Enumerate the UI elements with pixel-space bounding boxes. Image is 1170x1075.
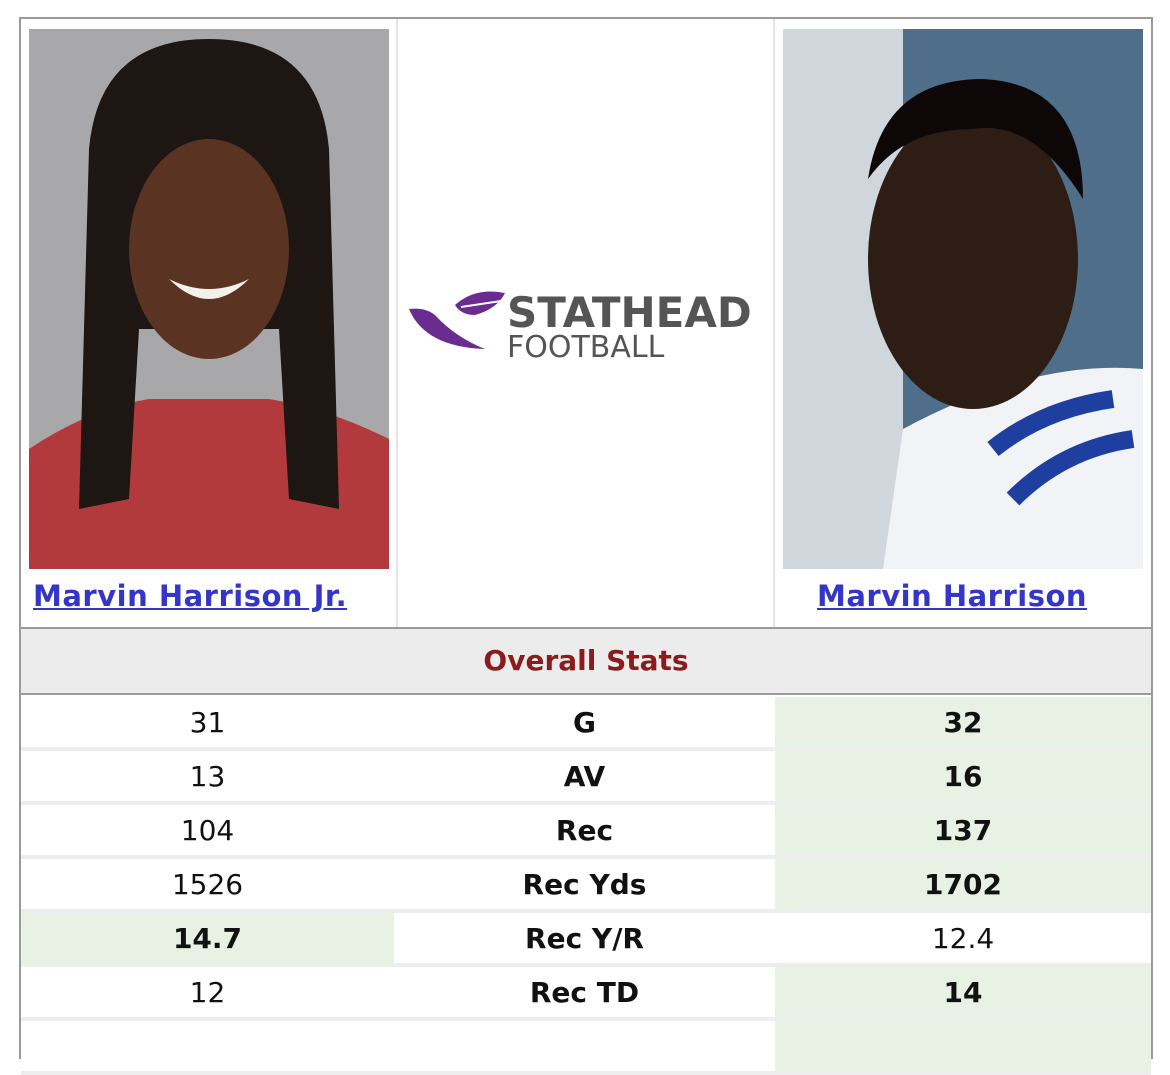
stat-value: 32 (775, 697, 1151, 747)
stat-value: 14.7 (21, 913, 394, 963)
stat-value: 137 (775, 805, 1151, 855)
stat-cell (21, 1021, 394, 1071)
stat-value: 104 (21, 805, 394, 855)
section-header: Overall Stats (21, 627, 1151, 695)
player-link[interactable]: Marvin Harrison (817, 579, 1088, 613)
stat-value: 1702 (775, 859, 1151, 909)
column-divider (773, 19, 775, 627)
stat-value: 14 (775, 967, 1151, 1017)
stat-label: G (398, 697, 771, 747)
row-divider (21, 855, 1151, 859)
column-divider (396, 19, 398, 627)
stat-value: 12.4 (775, 913, 1151, 963)
stat-value: 12 (21, 967, 394, 1017)
stat-label: Rec (398, 805, 771, 855)
player-photo (29, 29, 389, 569)
row-divider (21, 1017, 1151, 1021)
row-divider (21, 963, 1151, 967)
stat-label: AV (398, 751, 771, 801)
stat-value: 1526 (21, 859, 394, 909)
comparison-table: Marvin Harrison Jr. STATHEAD FOOTBALL Ma… (19, 17, 1153, 1075)
row-divider (21, 801, 1151, 805)
row-divider (21, 747, 1151, 751)
logo-text: STATHEAD (507, 288, 752, 337)
stat-label: Rec Y/R (398, 913, 771, 963)
stathead-logo: STATHEAD FOOTBALL (409, 288, 752, 363)
row-divider (21, 909, 1151, 913)
row-divider (21, 1071, 1151, 1075)
stat-value: 13 (21, 751, 394, 801)
stat-value: 16 (775, 751, 1151, 801)
stat-cell (775, 1021, 1151, 1071)
player-link[interactable]: Marvin Harrison Jr. (33, 579, 348, 613)
stat-label: Rec Yds (398, 859, 771, 909)
logo-text: FOOTBALL (507, 330, 665, 363)
stat-label: Rec TD (398, 967, 771, 1017)
player-photo (783, 29, 1143, 569)
stat-value: 31 (21, 697, 394, 747)
page: Marvin Harrison Jr. STATHEAD FOOTBALL Ma… (19, 17, 1153, 1075)
stat-cell (398, 1021, 771, 1071)
